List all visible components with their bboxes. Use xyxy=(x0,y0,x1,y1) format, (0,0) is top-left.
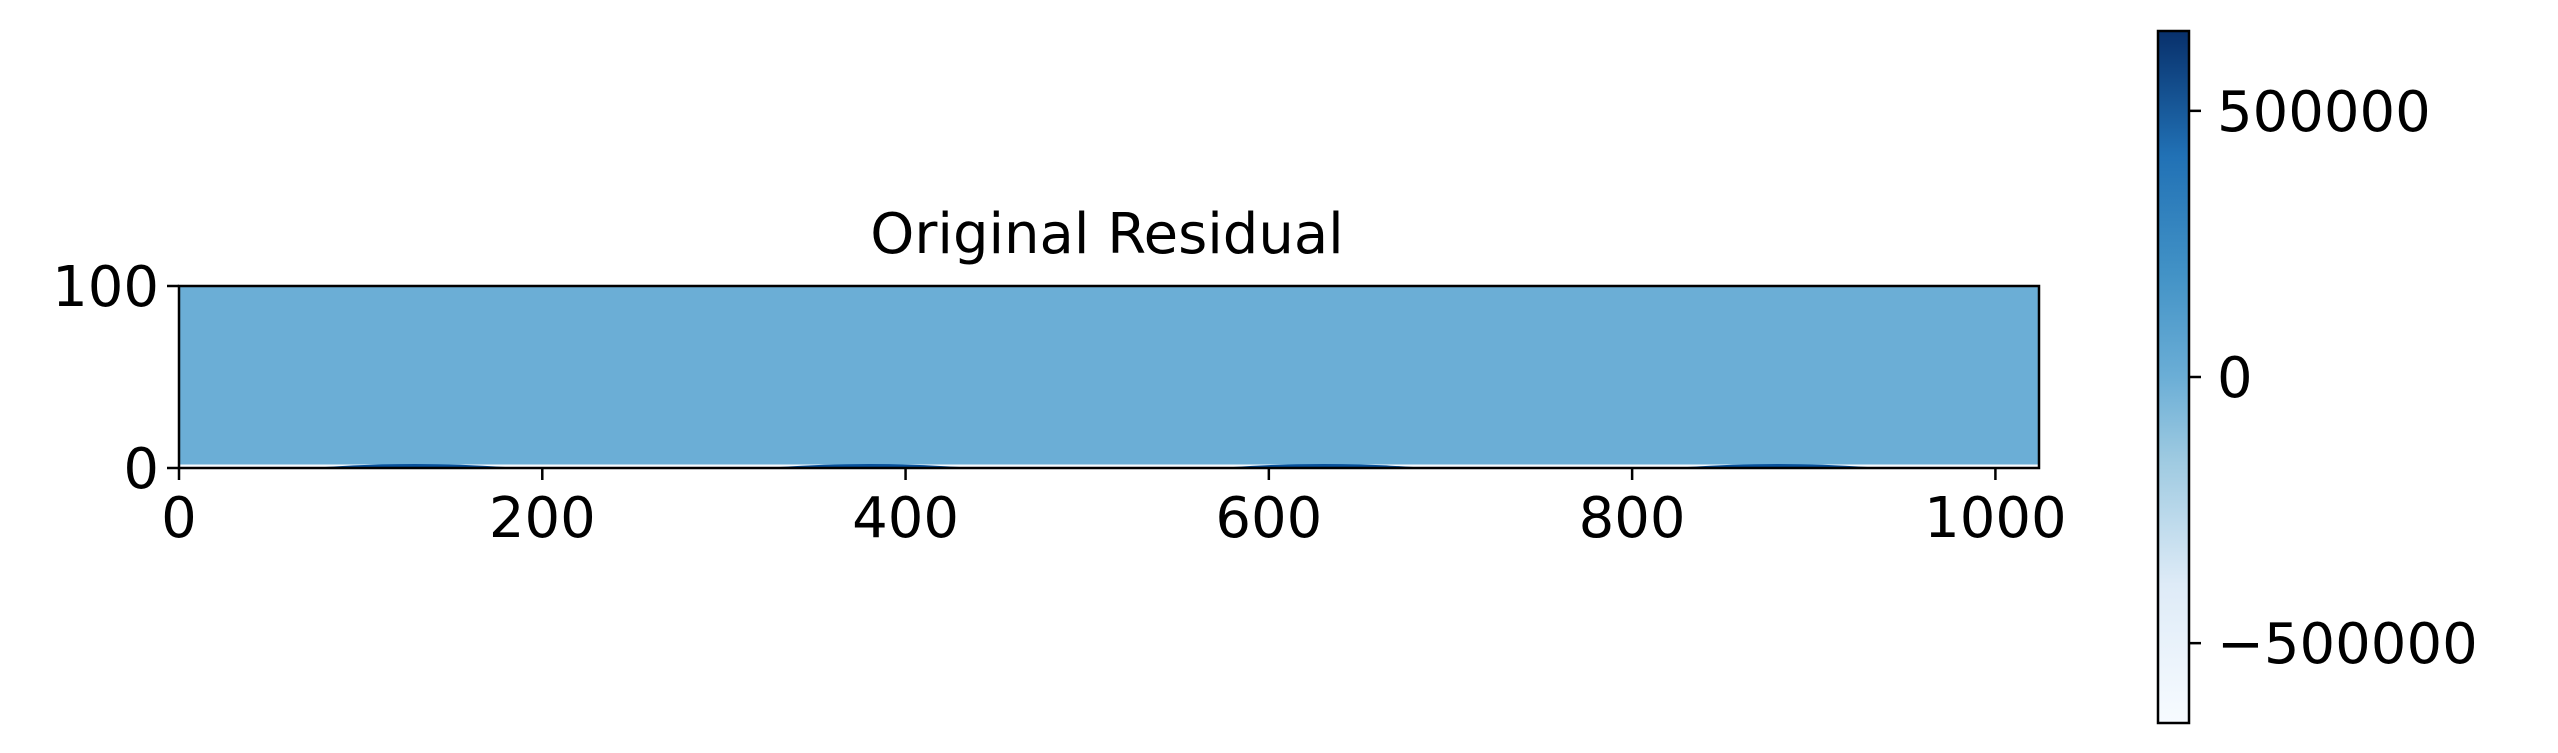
colorbar: 500000 0 −500000 xyxy=(2156,29,2478,725)
y-axis-ticks: 0 100 xyxy=(52,255,179,502)
colorbar-tick-label: 500000 xyxy=(2217,80,2431,145)
chart-title: Original Residual xyxy=(870,202,1343,267)
x-tick-label: 400 xyxy=(852,486,959,551)
peak-mark xyxy=(779,464,960,467)
x-axis-ticks: 0 200 400 600 800 1000 xyxy=(161,468,2067,551)
peak-mark xyxy=(1233,464,1414,467)
x-tick-label: 200 xyxy=(489,486,596,551)
x-tick-label: 800 xyxy=(1579,486,1686,551)
y-tick-label: 0 xyxy=(123,437,159,502)
x-tick-label: 0 xyxy=(161,486,197,551)
colorbar-gradient xyxy=(2156,29,2191,725)
colorbar-ticks: 500000 0 −500000 xyxy=(2189,80,2478,677)
colorbar-tick-label: −500000 xyxy=(2217,612,2478,677)
plot-frame xyxy=(177,284,2041,470)
bottom-row-peaks xyxy=(325,464,1868,467)
x-tick-label: 600 xyxy=(1215,486,1322,551)
x-tick-label: 1000 xyxy=(1924,486,2067,551)
peak-mark xyxy=(325,464,506,467)
heatmap-field xyxy=(179,286,2039,468)
colorbar-tick-label: 0 xyxy=(2217,346,2253,411)
peak-mark xyxy=(1687,464,1868,467)
y-tick-label: 100 xyxy=(52,255,159,320)
heatmap-axes: 0 200 400 600 800 1000 0 100 xyxy=(52,255,2067,551)
